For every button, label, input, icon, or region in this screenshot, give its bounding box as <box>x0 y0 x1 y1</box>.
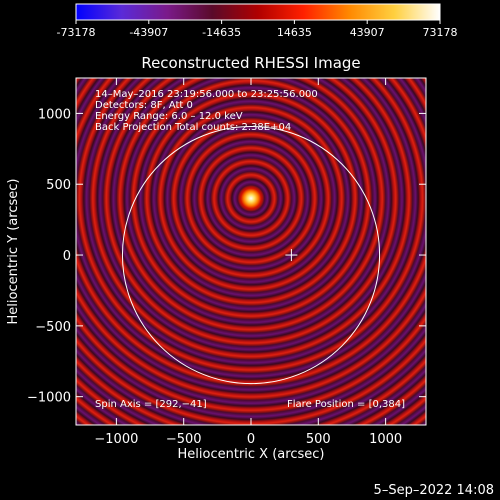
colorbar-tick-labels: -73178 -43907 -14635 14635 43907 73178 <box>57 26 458 39</box>
y-tick-label: −500 <box>35 320 71 335</box>
chart-title: Reconstructed RHESSI Image <box>141 54 360 72</box>
x-tick-label: 0 <box>247 432 255 447</box>
annotation-line: Back Projection <box>95 122 172 133</box>
colorbar-tick-label: -43907 <box>129 26 168 39</box>
solar-limb <box>121 125 381 385</box>
y-tick-label: 500 <box>46 178 71 193</box>
x-axis-ticks <box>115 78 387 425</box>
annotation-block: 14–May–2016 23:19:56.000 to 23:25:56.000… <box>95 89 318 133</box>
annotation-line: Detectors: 8F, Att 0 <box>95 100 193 111</box>
spin-axis-label: Spin Axis = [292,−41] <box>95 399 207 410</box>
x-tick-label: −1000 <box>94 432 138 447</box>
y-tick-label: 0 <box>63 249 71 264</box>
annotation-line: Energy Range: 6.0 – 12.0 keV <box>95 111 243 122</box>
colorbar-tick-label: 43907 <box>350 26 385 39</box>
colorbar-tick-label: -73178 <box>57 26 96 39</box>
x-tick-label: −500 <box>166 432 202 447</box>
colorbar-gradient <box>75 3 441 21</box>
y-axis-label: Heliocentric Y (arcsec) <box>6 179 21 325</box>
y-axis-tick-labels: 1000 500 0 −500 −1000 <box>27 107 71 405</box>
flare-position-label: Flare Position = [0,384] <box>287 399 405 410</box>
flare-marker <box>285 249 298 262</box>
flare-source <box>239 186 263 211</box>
x-axis-tick-labels: −1000 −500 0 500 1000 <box>94 432 402 447</box>
y-tick-label: −1000 <box>27 391 71 406</box>
y-tick-label: 1000 <box>38 107 71 122</box>
x-tick-label: 1000 <box>369 432 402 447</box>
heatmap-rings <box>76 78 426 425</box>
colorbar-tick-label: 73178 <box>423 26 458 39</box>
heatmap-plot: −1000 −500 0 500 1000 1000 500 0 −500 −1000 <box>27 77 427 447</box>
y-axis-ticks <box>76 112 426 398</box>
x-tick-label: 500 <box>306 432 331 447</box>
timestamp: 5–Sep–2022 14:08 <box>374 483 494 498</box>
annotation-line: 14–May–2016 23:19:56.000 to 23:25:56.000 <box>95 89 318 100</box>
colorbar: -73178 -43907 -14635 14635 43907 73178 <box>57 3 458 39</box>
x-axis-label: Heliocentric X (arcsec) <box>178 447 325 462</box>
colorbar-tick-label: 14635 <box>277 26 312 39</box>
colorbar-tick-label: -14635 <box>202 26 241 39</box>
colorbar-ticks <box>75 20 441 24</box>
annotation-line: Total counts: 2.38E+04 <box>174 122 291 133</box>
